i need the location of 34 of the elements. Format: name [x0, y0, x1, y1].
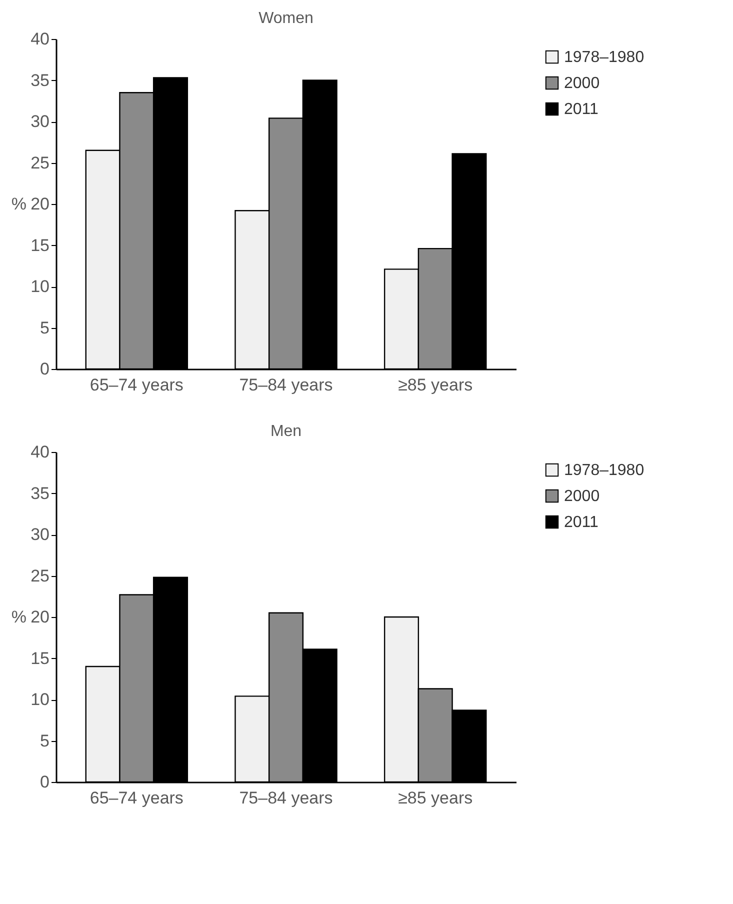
y-tick-label: 0 — [40, 772, 50, 792]
y-tick-label: 40 — [30, 442, 50, 462]
y-tick-label: 10 — [30, 690, 50, 709]
legend-label: 1978–1980 — [564, 49, 644, 66]
x-tick-label: ≥85 years — [398, 376, 473, 394]
y-tick-label: 15 — [30, 648, 50, 668]
legend-label: 2000 — [564, 488, 600, 505]
y-tick-label: 20 — [30, 194, 50, 214]
y-tick-label: 25 — [30, 153, 50, 172]
y-tick-label: 10 — [30, 277, 50, 296]
y-tick-label: 25 — [30, 566, 50, 586]
x-tick-label: 75–84 years — [239, 376, 333, 394]
x-tick-label: 75–84 years — [239, 788, 333, 808]
y-tick-label: 30 — [30, 525, 50, 544]
y-axis-title: % — [11, 194, 26, 214]
chart-title: Women — [258, 10, 314, 27]
y-tick-label: 35 — [30, 70, 50, 90]
y-tick-label: 15 — [30, 236, 50, 255]
y-tick-label: 5 — [40, 731, 50, 750]
y-tick-label: 0 — [40, 360, 50, 378]
x-tick-label: 65–74 years — [90, 788, 184, 808]
y-tick-label: 20 — [30, 608, 50, 626]
x-tick-label: 65–74 years — [90, 376, 184, 394]
y-tick-label: 35 — [30, 484, 50, 503]
y-axis-title: % — [11, 608, 26, 626]
y-tick-label: 5 — [40, 318, 50, 338]
legend-label: 2011 — [564, 514, 599, 531]
y-tick-label: 30 — [30, 112, 50, 131]
x-tick-label: ≥85 years — [398, 788, 473, 808]
y-tick-label: 40 — [30, 30, 50, 48]
legend-label: 2000 — [564, 75, 600, 92]
legend-label: 1978–1980 — [564, 462, 644, 479]
legend-label: 2011 — [564, 101, 599, 118]
chart-title: Men — [270, 423, 302, 440]
